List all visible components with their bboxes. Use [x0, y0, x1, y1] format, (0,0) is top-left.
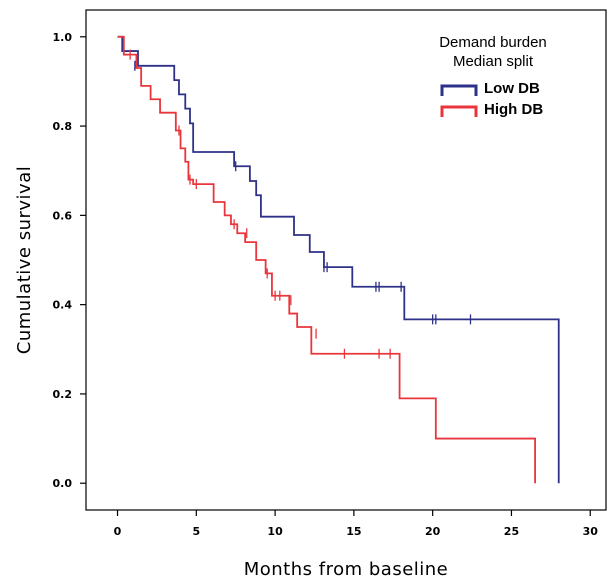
- x-tick-label: 15: [346, 525, 361, 538]
- x-axis-ticks: 0 5 10 15 20 25 30: [114, 510, 599, 538]
- y-tick-label: 0.0: [53, 477, 73, 490]
- x-tick-label: 30: [583, 525, 599, 538]
- legend-swatch-low-db: [440, 84, 478, 96]
- y-tick-label: 0.6: [53, 209, 73, 222]
- series-line-high-db: [117, 35, 536, 484]
- legend-swatch-high-db: [440, 105, 478, 117]
- y-axis-title: Cumulative survival: [14, 166, 35, 354]
- legend: Demand burden Median split Low DB High D…: [439, 34, 547, 118]
- plot-frame: [85, 9, 607, 511]
- legend-title-line-2: Median split: [453, 53, 534, 70]
- legend-title-line-1: Demand burden: [439, 34, 547, 51]
- y-tick-label: 0.2: [53, 388, 73, 401]
- x-tick-label: 20: [425, 525, 441, 538]
- legend-label-high-db: High DB: [484, 101, 543, 118]
- y-axis-ticks: 0.0 0.2 0.4 0.6 0.8 1.0: [53, 31, 86, 490]
- series-layer: [117, 35, 560, 484]
- series-line-low-db: [117, 35, 560, 484]
- y-tick-label: 1.0: [53, 31, 73, 44]
- y-tick-label: 0.4: [53, 299, 73, 312]
- legend-label-low-db: Low DB: [484, 80, 540, 97]
- y-tick-label: 0.8: [53, 120, 73, 133]
- x-tick-label: 5: [192, 525, 200, 538]
- x-tick-label: 25: [504, 525, 519, 538]
- x-tick-label: 10: [267, 525, 283, 538]
- x-axis-title: Months from baseline: [244, 559, 449, 580]
- x-tick-label: 0: [114, 525, 122, 538]
